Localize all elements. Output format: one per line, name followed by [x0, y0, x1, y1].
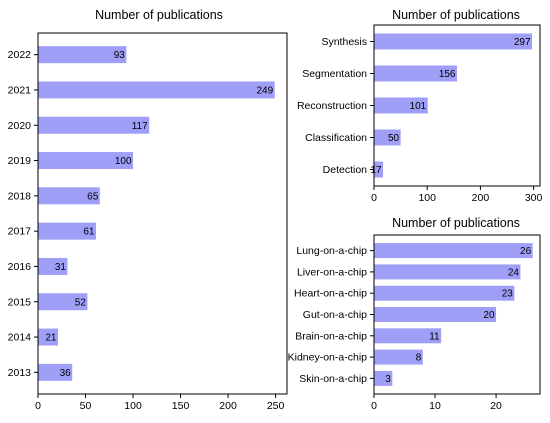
bar-value-label: 23 — [502, 289, 514, 300]
bar-value-label: 65 — [87, 191, 99, 202]
y-tick-label: Liver-on-a-chip — [297, 266, 367, 278]
bar — [38, 363, 73, 381]
bar — [38, 293, 88, 311]
chart-publications-by-organ-chip: Number of publications 26 Lung-on-a-chip 2… — [288, 216, 541, 412]
x-tick-label: 0 — [371, 400, 377, 412]
y-tick-label: 2014 — [8, 332, 32, 344]
y-tick-label: Reconstruction — [297, 100, 367, 112]
bar-value-label: 52 — [75, 297, 87, 308]
x-tick-label: 0 — [371, 192, 377, 204]
y-tick-label: 2015 — [8, 296, 32, 308]
bar — [38, 328, 58, 346]
bar — [38, 46, 127, 64]
x-tick-label: 100 — [418, 192, 436, 204]
bar — [38, 116, 150, 134]
bar-value-label: 26 — [520, 246, 532, 257]
chart-publications-by-method: Number of publications 297 Synthesis 156 Se… — [297, 8, 543, 204]
x-tick-label: 100 — [124, 400, 142, 412]
y-tick-label: 2016 — [8, 261, 32, 273]
x-tick-label: 250 — [267, 400, 285, 412]
chart-title: Number of publications — [392, 216, 520, 230]
bar-value-label: 100 — [115, 156, 132, 167]
x-tick-label: 300 — [525, 192, 543, 204]
bar — [374, 264, 521, 280]
bar — [374, 161, 384, 178]
x-tick-label: 10 — [429, 400, 441, 412]
y-tick-label: Skin-on-a-chip — [299, 373, 367, 385]
bar — [38, 257, 68, 275]
x-tick-label: 50 — [80, 400, 92, 412]
bar — [374, 285, 515, 301]
x-tick-label: 0 — [35, 400, 41, 412]
bar — [374, 307, 497, 322]
bar-value-label: 17 — [370, 165, 382, 176]
y-tick-label: 2021 — [8, 84, 32, 96]
bar — [374, 33, 533, 50]
x-tick-label: 200 — [472, 192, 490, 204]
x-tick-label: 150 — [172, 400, 190, 412]
bar — [374, 243, 533, 259]
bar-value-label: 156 — [439, 69, 456, 80]
bar-value-label: 21 — [45, 333, 57, 344]
y-tick-label: 2022 — [8, 49, 32, 61]
y-tick-label: 2017 — [8, 226, 32, 238]
y-tick-label: 2020 — [8, 120, 32, 132]
axes-frame — [373, 24, 541, 187]
bar-value-label: 24 — [508, 267, 520, 278]
bar-value-label: 249 — [256, 85, 273, 96]
bar-value-label: 36 — [60, 368, 72, 379]
chart-title: Number of publications — [95, 8, 223, 22]
bar-value-label: 8 — [416, 353, 422, 364]
y-tick-label: Gut-on-a-chip — [303, 309, 367, 321]
bar — [374, 370, 393, 386]
bar-value-label: 3 — [385, 374, 391, 385]
y-tick-label: Detection — [323, 164, 368, 176]
bar-value-label: 93 — [114, 50, 126, 61]
y-tick-label: Segmentation — [302, 68, 367, 80]
y-tick-label: 2013 — [8, 367, 32, 379]
chart-publications-by-year: Number of publications 93 2022 249 2021 117 2… — [8, 8, 288, 412]
bar-value-label: 101 — [410, 101, 427, 112]
bar-value-label: 20 — [483, 310, 495, 321]
bar — [374, 65, 457, 82]
y-tick-label: Lung-on-a-chip — [296, 245, 367, 257]
y-tick-label: 2019 — [8, 155, 32, 167]
bar — [38, 187, 100, 205]
bar-value-label: 11 — [429, 331, 440, 342]
bar — [374, 328, 442, 344]
bar — [38, 152, 134, 170]
chart-title: Number of publications — [392, 8, 520, 22]
bar-value-label: 61 — [83, 227, 95, 238]
bar-value-label: 50 — [388, 133, 400, 144]
bar — [38, 81, 275, 99]
bar-value-label: 117 — [132, 121, 148, 132]
y-tick-label: Heart-on-a-chip — [294, 288, 367, 300]
bar-value-label: 297 — [514, 37, 531, 48]
x-tick-label: 200 — [219, 400, 237, 412]
bar-value-label: 31 — [55, 262, 67, 273]
bar — [374, 97, 428, 114]
y-tick-label: Synthesis — [321, 36, 367, 48]
bar — [374, 349, 423, 365]
y-tick-label: Brain-on-a-chip — [295, 330, 367, 342]
y-tick-label: Classification — [305, 132, 367, 144]
y-tick-label: Kidney-on-a-chip — [288, 352, 368, 364]
y-tick-label: 2018 — [8, 190, 32, 202]
axes-frame — [373, 234, 541, 395]
bar — [374, 129, 401, 146]
bar — [38, 222, 96, 240]
axes-frame — [37, 32, 288, 395]
x-tick-label: 20 — [490, 400, 502, 412]
